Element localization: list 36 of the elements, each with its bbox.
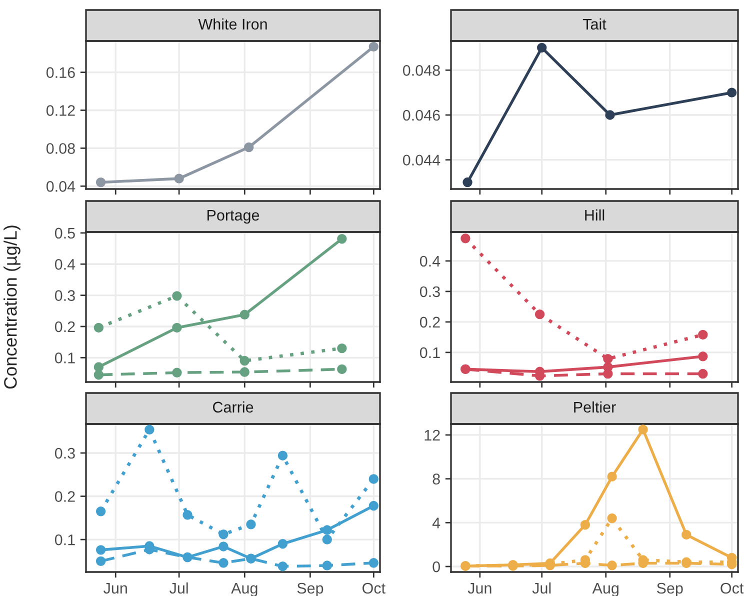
y-tick-label: 12 bbox=[424, 430, 440, 440]
y-tick-label: 0.4 bbox=[420, 256, 440, 267]
x-tick-label: Jul bbox=[170, 582, 188, 594]
chart-title: Portage bbox=[208, 210, 260, 224]
y-tick-label: 0.048 bbox=[402, 65, 440, 76]
y-tick-label: 8 bbox=[432, 474, 440, 484]
y-tick-label: 0.2 bbox=[54, 321, 75, 332]
y-tick-label: 0.16 bbox=[46, 67, 75, 78]
chart-title: Carrie bbox=[212, 401, 254, 413]
y-tick-label: 0.3 bbox=[54, 448, 75, 459]
chart-title: Tait bbox=[582, 18, 606, 30]
y-tick-label: 0.044 bbox=[402, 154, 440, 166]
y-tick-label: 0.2 bbox=[420, 316, 440, 328]
y-tick-label: 0.08 bbox=[46, 143, 75, 154]
y-tick-label: 0.12 bbox=[46, 105, 75, 116]
y-tick-label: 0.046 bbox=[402, 110, 440, 121]
x-tick-label: Oct bbox=[720, 582, 744, 594]
y-tick-label: 0 bbox=[432, 561, 440, 572]
y-tick-label: 0.04 bbox=[46, 181, 76, 192]
y-tick-label: 0.3 bbox=[420, 286, 440, 298]
chart-title: Hill bbox=[585, 209, 604, 220]
y-tick-label: 0.1 bbox=[54, 352, 75, 364]
y-tick-label: 0.3 bbox=[54, 290, 75, 301]
chart-title: White Iron bbox=[198, 18, 267, 30]
x-tick-label: Jul bbox=[532, 582, 551, 594]
chart-title: Peltier bbox=[574, 401, 616, 413]
y-tick-label: 0.1 bbox=[54, 534, 75, 546]
y-tick-label: 0.2 bbox=[54, 491, 75, 502]
x-tick-label: Jun bbox=[468, 582, 492, 594]
y-axis-title: Concentration (µg/L) bbox=[4, 226, 20, 389]
x-tick-label: Jun bbox=[104, 582, 127, 594]
y-tick-label: 0.5 bbox=[54, 228, 75, 239]
y-tick-label: 0.1 bbox=[420, 347, 440, 358]
y-tick-label: 4 bbox=[432, 518, 440, 528]
x-tick-label: Oct bbox=[362, 582, 386, 594]
y-tick-label: 0.4 bbox=[54, 258, 76, 270]
